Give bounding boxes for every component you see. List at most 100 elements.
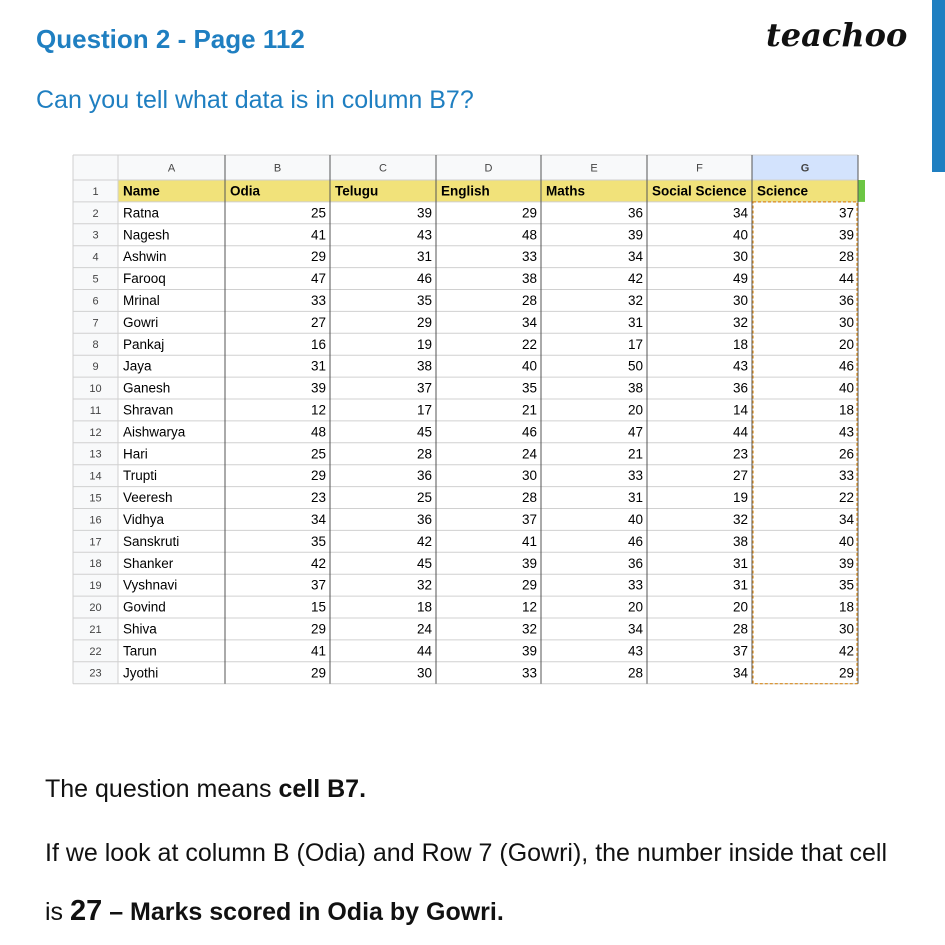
side-bar xyxy=(932,0,945,172)
answer-line: The question means cell B7. xyxy=(45,760,905,818)
mark-cell: 30 xyxy=(522,468,537,483)
letter-header-bg xyxy=(73,155,858,180)
copy-marquee xyxy=(752,201,858,685)
mark-cell: 34 xyxy=(733,205,749,220)
mark-cell: 42 xyxy=(311,556,326,571)
name-cell: Veeresh xyxy=(123,490,173,505)
name-cell: Jyothi xyxy=(123,665,158,680)
mark-cell: 29 xyxy=(417,315,432,330)
mark-cell: 23 xyxy=(311,490,326,505)
mark-cell: 37 xyxy=(417,381,432,396)
mark-cell: 45 xyxy=(417,424,432,439)
mark-cell: 22 xyxy=(522,337,537,352)
mark-cell: 42 xyxy=(628,271,643,286)
title: Question 2 - Page 112 xyxy=(36,24,305,54)
mark-cell: 43 xyxy=(628,643,643,658)
header-row-bg xyxy=(118,180,858,202)
column-header: Telugu xyxy=(335,184,378,199)
mark-cell: 33 xyxy=(628,578,643,593)
row-number: 20 xyxy=(89,602,101,614)
mark-cell: 19 xyxy=(733,490,748,505)
mark-cell: 14 xyxy=(733,403,749,418)
row-number: 5 xyxy=(92,273,98,285)
mark-cell: 28 xyxy=(733,622,748,637)
row-number: 16 xyxy=(89,514,101,526)
row-number: 9 xyxy=(92,361,98,373)
mark-cell: 21 xyxy=(628,446,643,461)
mark-cell: 25 xyxy=(311,446,326,461)
name-cell: Vidhya xyxy=(123,512,165,527)
name-cell: Aishwarya xyxy=(123,424,186,439)
row-number: 18 xyxy=(89,558,101,570)
mark-cell: 41 xyxy=(311,643,326,658)
mark-cell: 38 xyxy=(417,359,432,374)
mark-cell: 33 xyxy=(839,468,854,483)
name-cell: Trupti xyxy=(123,468,157,483)
answer: The question means cell B7. If we look a… xyxy=(45,760,905,945)
name-cell: Shanker xyxy=(123,556,174,571)
next-col-sliver xyxy=(858,180,865,202)
mark-cell: 34 xyxy=(628,249,644,264)
mark-cell: 27 xyxy=(311,315,326,330)
text: The question means xyxy=(45,775,279,803)
bold-text: cell B7. xyxy=(278,775,367,803)
mark-cell: 35 xyxy=(522,381,537,396)
mark-cell: 39 xyxy=(839,556,854,571)
name-cell: Nagesh xyxy=(123,227,170,242)
mark-cell: 16 xyxy=(311,337,326,352)
mark-cell: 32 xyxy=(733,512,748,527)
mark-cell: 34 xyxy=(522,315,538,330)
mark-cell: 43 xyxy=(839,424,854,439)
mark-cell: 40 xyxy=(839,381,854,396)
mark-cell: 40 xyxy=(522,359,537,374)
column-header: Science xyxy=(757,184,809,199)
mark-cell: 37 xyxy=(733,643,748,658)
mark-cell: 30 xyxy=(839,315,854,330)
mark-cell: 28 xyxy=(417,446,432,461)
mark-cell: 21 xyxy=(522,403,537,418)
mark-cell: 36 xyxy=(733,381,748,396)
mark-cell: 38 xyxy=(628,381,643,396)
mark-cell: 33 xyxy=(311,293,326,308)
name-cell: Ganesh xyxy=(123,381,170,396)
row-number: 2 xyxy=(92,208,98,220)
mark-cell: 22 xyxy=(839,490,854,505)
mark-cell: 33 xyxy=(522,249,537,264)
row-number: 8 xyxy=(92,339,98,351)
column-letter: C xyxy=(379,162,387,174)
mark-cell: 29 xyxy=(522,205,537,220)
mark-cell: 44 xyxy=(733,424,749,439)
row-number: 15 xyxy=(89,492,101,504)
question: Can you tell what data is in column B7? xyxy=(36,86,474,114)
mark-cell: 31 xyxy=(628,315,643,330)
name-cell: Jaya xyxy=(123,359,152,374)
mark-cell: 50 xyxy=(628,359,643,374)
mark-cell: 29 xyxy=(311,665,326,680)
mark-cell: 12 xyxy=(522,600,537,615)
mark-cell: 33 xyxy=(628,468,643,483)
name-cell: Gowri xyxy=(123,315,158,330)
spreadsheet: A B C D E F G123456789101112131415161718192021… xyxy=(72,154,865,685)
mark-cell: 30 xyxy=(733,293,748,308)
mark-cell: 39 xyxy=(311,381,326,396)
mark-cell: 36 xyxy=(417,512,432,527)
mark-cell: 30 xyxy=(839,622,854,637)
row-number: 17 xyxy=(89,536,101,548)
row-number: 1 xyxy=(92,186,98,198)
mark-cell: 19 xyxy=(417,337,432,352)
name-cell: Govind xyxy=(123,600,166,615)
mark-cell: 46 xyxy=(522,424,537,439)
mark-cell: 42 xyxy=(839,643,854,658)
mark-cell: 20 xyxy=(733,600,748,615)
mark-cell: 37 xyxy=(522,512,537,527)
row-number-bg xyxy=(73,180,118,684)
row-number: 14 xyxy=(89,471,101,483)
column-letter: F xyxy=(696,162,703,174)
mark-cell: 44 xyxy=(417,643,433,658)
mark-cell: 40 xyxy=(839,534,854,549)
mark-cell: 42 xyxy=(417,534,432,549)
mark-cell: 29 xyxy=(311,468,326,483)
mark-cell: 37 xyxy=(311,578,326,593)
mark-cell: 40 xyxy=(733,227,748,242)
mark-cell: 34 xyxy=(733,665,749,680)
